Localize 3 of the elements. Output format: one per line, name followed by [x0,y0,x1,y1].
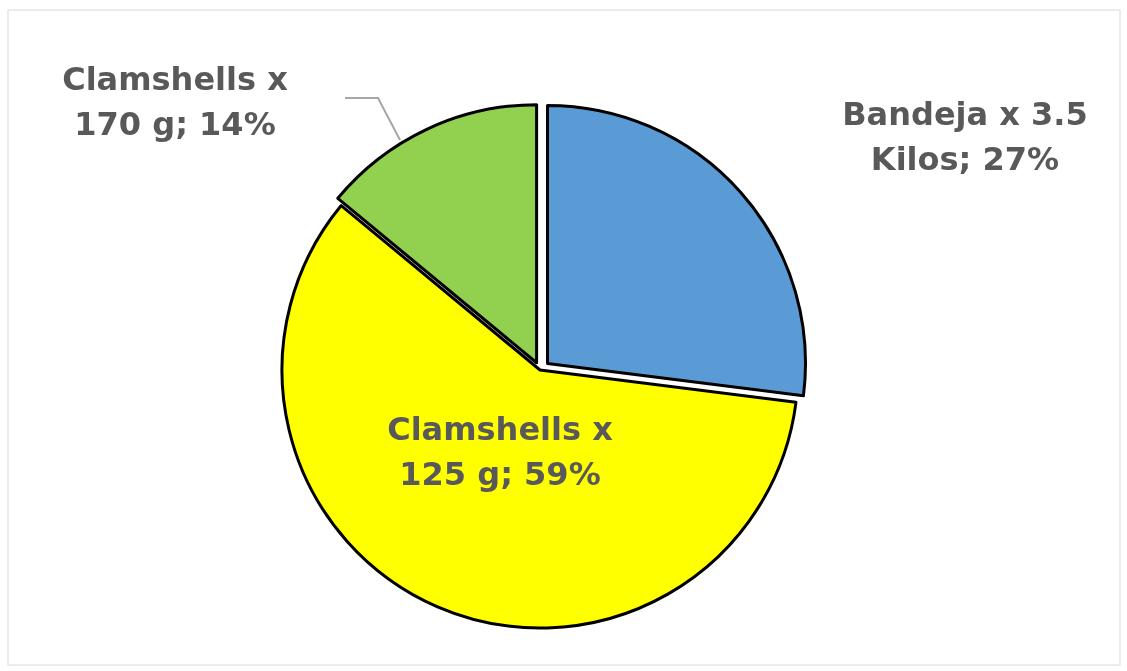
slice-label: Bandeja x 3.5 Kilos; 27% [842,95,1088,178]
slice-label: Clamshells x 170 g; 14% [62,60,289,143]
slice-label: Clamshells x 125 g; 59% [387,410,614,493]
